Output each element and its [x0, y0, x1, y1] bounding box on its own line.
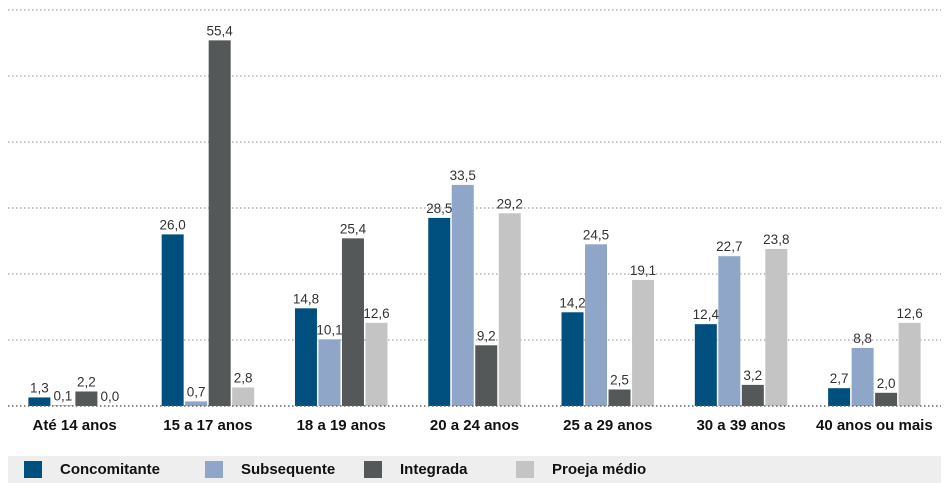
data-label: 25,4 — [340, 221, 367, 236]
data-label: 8,8 — [853, 331, 872, 346]
data-label: 24,5 — [583, 227, 609, 242]
data-label: 12,6 — [896, 306, 922, 321]
bar — [608, 389, 631, 406]
legend-label-concomitante: Concomitante — [60, 461, 161, 478]
data-label: 19,1 — [630, 263, 656, 278]
bar — [208, 40, 231, 407]
bar — [585, 244, 608, 406]
data-label: 2,0 — [877, 376, 896, 391]
legend-swatch-subsequente — [205, 461, 223, 478]
data-label: 2,5 — [610, 373, 629, 388]
bar — [28, 397, 51, 406]
data-label: 26,0 — [160, 217, 186, 232]
data-label: 10,1 — [316, 322, 342, 337]
bars — [28, 40, 921, 407]
bar — [765, 248, 788, 406]
data-label: 14,2 — [559, 295, 585, 310]
bar — [185, 401, 208, 406]
category-labels: Até 14 anos 15 a 17 anos 18 a 19 anos 20 a … — [33, 417, 933, 434]
legend-label-integrada: Integrada — [400, 461, 468, 478]
bar — [632, 279, 655, 406]
bar — [232, 387, 255, 406]
bar — [498, 213, 521, 406]
bar — [475, 345, 498, 406]
data-label: 0,7 — [187, 384, 206, 399]
bar — [294, 308, 317, 406]
data-label: 29,2 — [497, 196, 523, 211]
data-label: 0,1 — [54, 388, 73, 403]
legend-swatch-integrada — [364, 461, 382, 478]
data-label: 14,8 — [293, 291, 319, 306]
data-label: 0,0 — [101, 389, 120, 404]
bar — [451, 184, 474, 406]
bar — [898, 322, 921, 406]
bar-chart: 1,3 0,1 2,2 0,0 26,0 0,7 55,4 2,8 14,8 10,1 25,4 12… — [8, 9, 941, 434]
data-label: 12,4 — [693, 307, 720, 322]
category-label: 15 a 17 anos — [163, 417, 252, 434]
category-label: 25 a 29 anos — [563, 417, 652, 434]
legend: Concomitante Subsequente Integrada Proej… — [8, 456, 941, 483]
legend-label-proeja-medio: Proeja médio — [552, 461, 647, 478]
legend-swatch-concomitante — [24, 461, 42, 478]
category-label: Até 14 anos — [33, 417, 117, 434]
bar — [828, 388, 851, 406]
data-label: 23,8 — [763, 232, 789, 247]
bar — [341, 238, 364, 406]
bar — [318, 339, 341, 406]
legend-label-subsequente: Subsequente — [241, 461, 336, 478]
category-label: 20 a 24 anos — [430, 417, 519, 434]
data-label: 2,8 — [234, 371, 253, 386]
legend-item-proeja-medio: Proeja médio — [516, 461, 646, 478]
legend-item-integrada: Integrada — [364, 461, 468, 478]
data-label: 1,3 — [30, 380, 49, 395]
data-label: 2,7 — [830, 371, 849, 386]
legend-item-concomitante: Concomitante — [24, 461, 160, 478]
data-label: 9,2 — [477, 328, 496, 343]
data-label: 2,2 — [77, 374, 96, 389]
bar — [741, 384, 764, 406]
data-label: 3,2 — [743, 368, 762, 383]
category-label: 40 anos ou mais — [816, 417, 933, 434]
legend-swatch-proeja-medio — [516, 461, 534, 478]
data-label: 28,5 — [426, 201, 452, 216]
bar — [75, 391, 98, 406]
bar — [875, 392, 898, 406]
category-label: 30 a 39 anos — [696, 417, 785, 434]
category-label: 18 a 19 anos — [297, 417, 386, 434]
value-labels: 1,3 0,1 2,2 0,0 26,0 0,7 55,4 2,8 14,8 10,1 25,4 12… — [30, 23, 923, 404]
bar — [561, 312, 584, 406]
legend-item-subsequente: Subsequente — [205, 461, 335, 478]
data-label: 33,5 — [450, 168, 476, 183]
bar — [718, 256, 741, 406]
bar — [365, 322, 388, 406]
bar — [51, 405, 74, 406]
data-label: 12,6 — [363, 306, 389, 321]
data-label: 22,7 — [716, 239, 742, 254]
bar — [161, 234, 184, 406]
bar — [851, 347, 874, 406]
bar — [428, 217, 451, 406]
bar — [694, 324, 717, 406]
data-label: 55,4 — [207, 23, 234, 38]
